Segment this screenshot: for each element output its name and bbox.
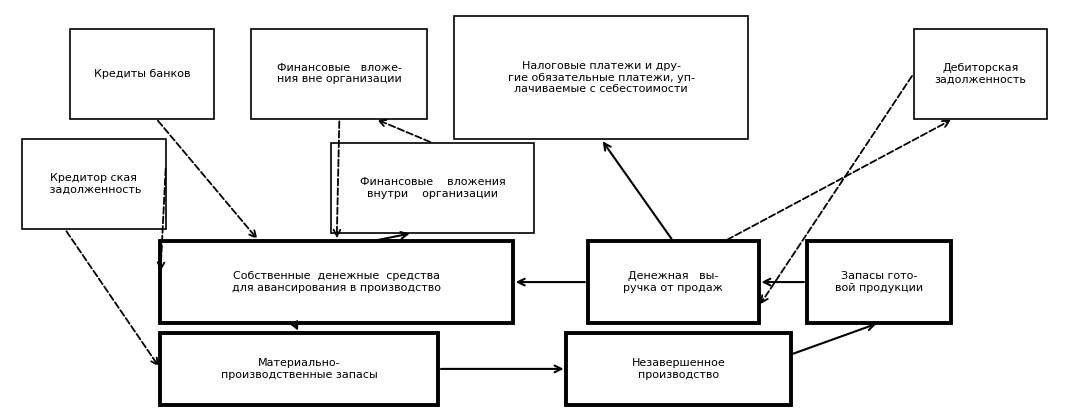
Text: Незавершенное
производство: Незавершенное производство: [631, 358, 726, 380]
Text: Материально-
производственные запасы: Материально- производственные запасы: [221, 358, 378, 380]
Text: Денежная   вы-
ручка от продаж: Денежная вы- ручка от продаж: [623, 271, 723, 293]
Text: Финансовые   вложе-
ния вне организации: Финансовые вложе- ния вне организации: [277, 63, 402, 84]
Text: Собственные  денежные  средства
для авансирования в производство: Собственные денежные средства для аванси…: [232, 271, 441, 293]
Text: Финансовые    вложения
внутри    организации: Финансовые вложения внутри организации: [360, 177, 506, 199]
FancyBboxPatch shape: [22, 139, 166, 229]
Text: Кредиты банков: Кредиты банков: [94, 69, 190, 79]
Text: Запасы гото-
вой продукции: Запасы гото- вой продукции: [835, 271, 923, 293]
FancyBboxPatch shape: [913, 29, 1047, 118]
FancyBboxPatch shape: [455, 16, 748, 139]
FancyBboxPatch shape: [160, 241, 513, 323]
FancyBboxPatch shape: [331, 143, 534, 233]
FancyBboxPatch shape: [807, 241, 950, 323]
Text: Кредитор ская
 задолженность: Кредитор ская задолженность: [46, 173, 142, 195]
FancyBboxPatch shape: [567, 333, 790, 404]
Text: Налоговые платежи и дру-
гие обязательные платежи, уп-
лачиваемые с себестоимост: Налоговые платежи и дру- гие обязательны…: [508, 61, 694, 94]
FancyBboxPatch shape: [588, 241, 759, 323]
FancyBboxPatch shape: [160, 333, 438, 404]
Text: Дебиторская
задолженность: Дебиторская задолженность: [934, 63, 1026, 85]
FancyBboxPatch shape: [70, 29, 214, 118]
FancyBboxPatch shape: [251, 29, 427, 118]
